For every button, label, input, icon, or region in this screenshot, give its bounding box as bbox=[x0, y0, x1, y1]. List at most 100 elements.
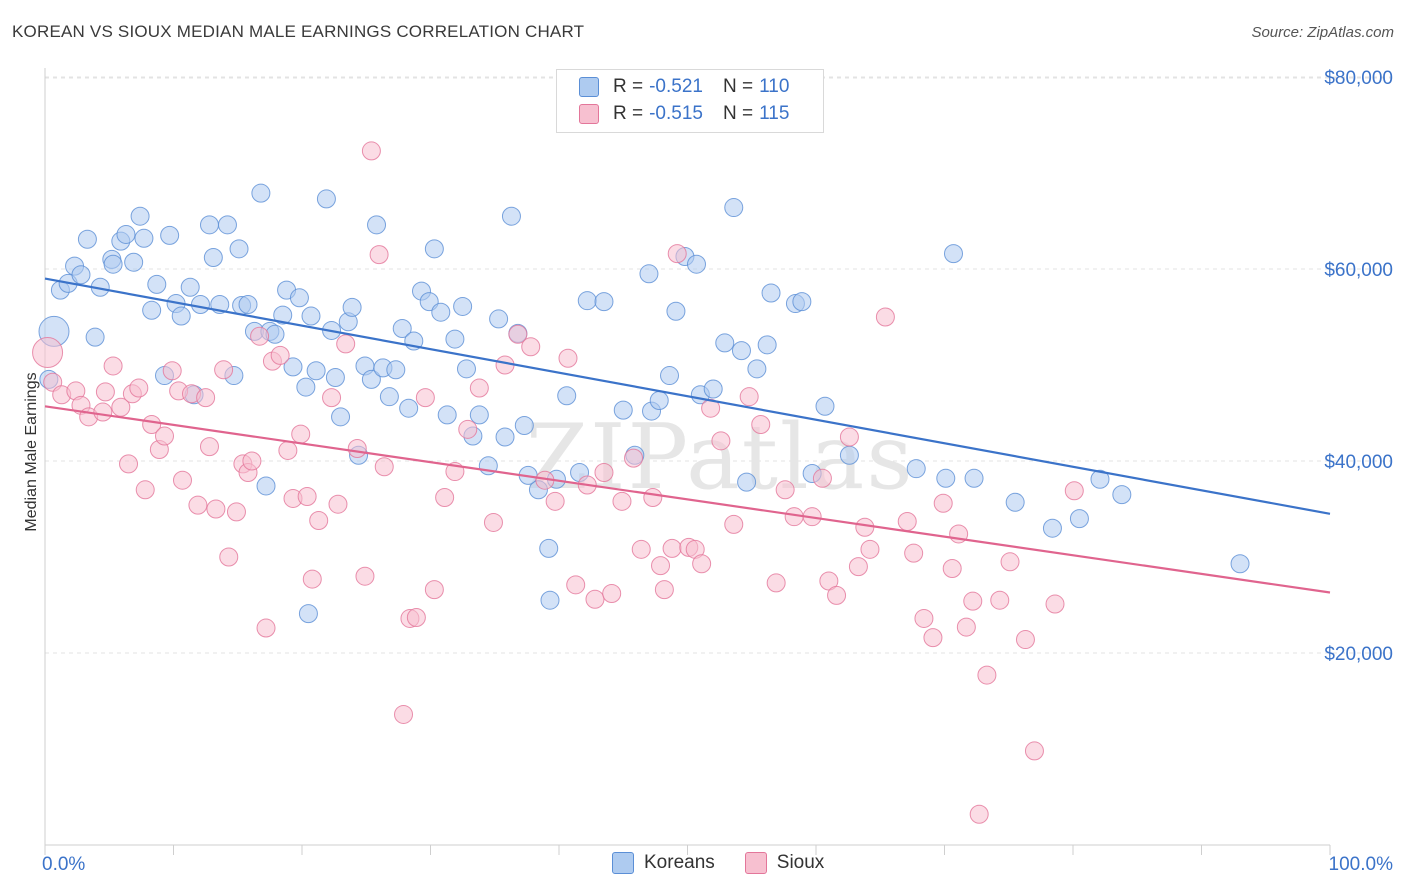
sioux-point bbox=[1015, 630, 1035, 650]
sioux-point bbox=[188, 495, 208, 515]
sioux-legend-label: Sioux bbox=[776, 852, 825, 873]
korean-point bbox=[715, 333, 735, 353]
korean-point bbox=[367, 215, 387, 235]
sioux-point bbox=[214, 360, 234, 380]
sioux-point bbox=[374, 457, 394, 477]
korean-point bbox=[160, 225, 180, 245]
korean-point bbox=[331, 407, 351, 427]
sioux-point bbox=[483, 512, 503, 532]
korean-point bbox=[273, 305, 293, 325]
korean-point bbox=[199, 215, 219, 235]
legend-item-koreans[interactable]: Koreans bbox=[612, 852, 715, 874]
sioux-point bbox=[651, 556, 671, 576]
sioux-swatch bbox=[579, 104, 599, 124]
sioux-point bbox=[196, 388, 216, 408]
korean-point bbox=[514, 415, 534, 435]
korean-point bbox=[229, 239, 249, 259]
koreans-legend-label: Koreans bbox=[644, 852, 715, 873]
sioux-point bbox=[406, 607, 426, 627]
korean-point bbox=[342, 297, 362, 317]
korean-point bbox=[217, 215, 237, 235]
korean-point bbox=[392, 319, 412, 339]
korean-point bbox=[142, 300, 162, 320]
korean-point bbox=[325, 367, 345, 387]
korean-point bbox=[731, 341, 751, 361]
sioux-point bbox=[739, 387, 759, 407]
sioux-point bbox=[270, 345, 290, 365]
sioux-point bbox=[692, 554, 712, 574]
series-legend: Koreans Sioux bbox=[612, 852, 854, 874]
sioux-point bbox=[309, 511, 329, 531]
tick-labels: $20,000 $40,000 $60,000 $80,000 0.0% 100.0% bbox=[42, 68, 1393, 875]
n-label: N = bbox=[722, 103, 754, 124]
x-tick-label: 0.0% bbox=[42, 854, 85, 875]
sioux-point bbox=[1000, 552, 1020, 572]
koreans-swatch bbox=[579, 77, 599, 97]
chart-source: Source: ZipAtlas.com bbox=[1251, 24, 1394, 41]
korean-point bbox=[361, 369, 381, 389]
sioux-point bbox=[766, 573, 786, 593]
n-value: 110 bbox=[759, 76, 790, 97]
korean-point bbox=[71, 265, 91, 285]
korean-point bbox=[964, 468, 984, 488]
sioux-point bbox=[415, 388, 435, 408]
korean-point bbox=[445, 329, 465, 349]
sioux-point bbox=[394, 704, 414, 724]
korean-point bbox=[306, 361, 326, 381]
korean-point bbox=[686, 254, 706, 274]
sioux-point bbox=[775, 480, 795, 500]
sioux-point bbox=[336, 334, 356, 354]
axes bbox=[44, 68, 1331, 855]
korean-point bbox=[792, 292, 812, 312]
korean-point bbox=[85, 327, 105, 347]
korean-point bbox=[495, 427, 515, 447]
sioux-point bbox=[322, 388, 342, 408]
sioux-point bbox=[458, 419, 478, 439]
sioux-point bbox=[226, 502, 246, 522]
y-tick-label: $40,000 bbox=[1324, 452, 1393, 473]
sioux-point bbox=[875, 307, 895, 327]
korean-point bbox=[379, 387, 399, 407]
korean-point bbox=[737, 472, 757, 492]
sioux-point bbox=[355, 566, 375, 586]
sioux-point bbox=[612, 491, 632, 511]
sioux-point bbox=[933, 493, 953, 513]
sioux-point bbox=[32, 337, 64, 369]
y-tick-label: $60,000 bbox=[1324, 260, 1393, 281]
sioux-point bbox=[839, 427, 859, 447]
sioux-point bbox=[624, 448, 644, 468]
korean-trend-line bbox=[44, 277, 1331, 515]
korean-point bbox=[190, 295, 210, 315]
korean-point bbox=[1112, 485, 1132, 505]
sioux-point bbox=[667, 244, 687, 264]
sioux-point bbox=[969, 804, 989, 824]
sioux-point bbox=[848, 557, 868, 577]
legend-item-sioux[interactable]: Sioux bbox=[744, 852, 825, 874]
sioux-point bbox=[135, 480, 155, 500]
sioux-point bbox=[199, 437, 219, 457]
sioux-point bbox=[369, 245, 389, 265]
sioux-point bbox=[1045, 594, 1065, 614]
legend-row-sioux: R = -0.515 N = 115 bbox=[579, 101, 789, 127]
sioux-point bbox=[904, 543, 924, 563]
sioux-point bbox=[206, 499, 226, 519]
korean-point bbox=[130, 206, 150, 226]
korean-point bbox=[613, 400, 633, 420]
korean-point bbox=[906, 459, 926, 479]
korean-point bbox=[501, 206, 521, 226]
y-tick-label: $80,000 bbox=[1324, 68, 1393, 89]
sioux-point bbox=[585, 589, 605, 609]
sioux-point bbox=[424, 580, 444, 600]
korean-point bbox=[703, 379, 723, 399]
sioux-point bbox=[469, 378, 489, 398]
korean-point bbox=[815, 396, 835, 416]
sioux-point bbox=[963, 591, 983, 611]
korean-point bbox=[251, 183, 271, 203]
sioux-point bbox=[93, 402, 113, 422]
sioux-point bbox=[654, 580, 674, 600]
sioux-legend-swatch bbox=[744, 852, 767, 874]
sioux-point bbox=[558, 348, 578, 368]
sioux-point bbox=[361, 141, 381, 161]
korean-point bbox=[296, 377, 316, 397]
r-value: -0.521 bbox=[649, 76, 703, 97]
